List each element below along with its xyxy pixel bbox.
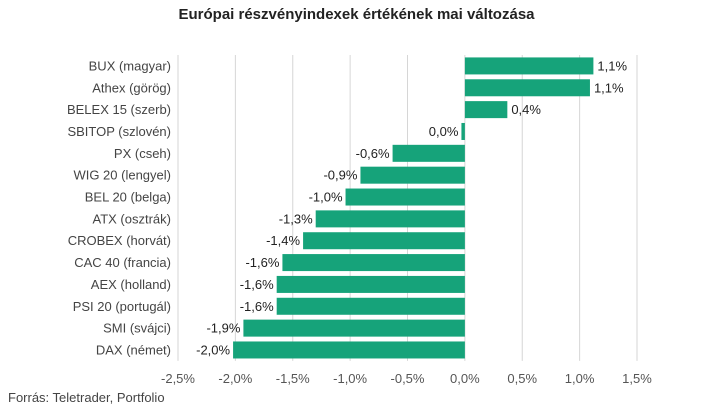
bar [303, 232, 465, 250]
x-tick-label: -1,5% [276, 371, 310, 386]
bar [461, 122, 465, 140]
x-tick-label: 1,5% [622, 371, 652, 386]
value-label: 1,1% [594, 80, 624, 95]
value-label: 1,1% [597, 58, 627, 73]
bar [315, 210, 465, 228]
bar [392, 144, 465, 162]
value-label: -1,9% [206, 321, 240, 336]
category-label: CROBEX (horvát) [68, 233, 171, 248]
gridlines [177, 55, 638, 361]
bar [464, 79, 590, 97]
x-tick-label: 0,5% [507, 371, 537, 386]
category-label: PSI 20 (portugál) [73, 299, 171, 314]
x-tick-label: 1,0% [565, 371, 595, 386]
value-label: -1,4% [266, 233, 300, 248]
category-label: BUX (magyar) [89, 58, 171, 73]
x-tick-label: -1,0% [333, 371, 367, 386]
value-label: -1,6% [240, 277, 274, 292]
bars [233, 57, 594, 359]
value-label: 0,4% [511, 102, 541, 117]
value-label: -2,0% [196, 342, 230, 357]
x-tick-label: -0,5% [391, 371, 425, 386]
category-label: CAC 40 (francia) [74, 255, 171, 270]
bar [276, 275, 465, 293]
x-tick-label: -2,5% [161, 371, 195, 386]
value-label: -1,6% [245, 255, 279, 270]
x-axis-ticks: -2,5% -2,0% -1,5% -1,0% -0,5% 0,0% 0,5% 1,0% 1,5… [161, 371, 652, 386]
bar [464, 101, 508, 119]
value-labels: 1,1% 1,1% 0,4% 0,0% -0,6% -0,9% -1,0% -1,3% -1,4… [196, 58, 627, 357]
bar [345, 188, 465, 206]
bar [233, 341, 465, 359]
value-label: 0,0% [429, 124, 459, 139]
bar [243, 319, 465, 337]
value-label: -1,6% [240, 299, 274, 314]
category-label: WIG 20 (lengyel) [73, 168, 171, 183]
category-label: SMI (svájci) [103, 321, 171, 336]
category-label: SBITOP (szlovén) [67, 124, 171, 139]
value-label: -0,6% [356, 146, 390, 161]
category-label: BELEX 15 (szerb) [67, 102, 171, 117]
category-label: DAX (német) [96, 342, 171, 357]
bar [360, 166, 465, 184]
bar [464, 57, 594, 75]
value-label: -0,9% [323, 168, 357, 183]
x-tick-label: -2,0% [218, 371, 252, 386]
value-label: -1,0% [309, 190, 343, 205]
x-tick-label: 0,0% [450, 371, 480, 386]
category-label: AEX (holland) [91, 277, 171, 292]
source-note: Forrás: Teletrader, Portfolio [8, 390, 165, 405]
chart-title: Európai részvényindexek értékének mai vá… [178, 6, 535, 23]
bar [276, 297, 465, 315]
bar [282, 254, 465, 272]
category-label: BEL 20 (belga) [85, 190, 171, 205]
category-label: Athex (görög) [92, 80, 171, 95]
category-label: ATX (osztrák) [93, 211, 172, 226]
value-label: -1,3% [279, 211, 313, 226]
category-labels: BUX (magyar) Athex (görög) BELEX 15 (szerb… [67, 58, 171, 357]
category-label: PX (cseh) [114, 146, 171, 161]
